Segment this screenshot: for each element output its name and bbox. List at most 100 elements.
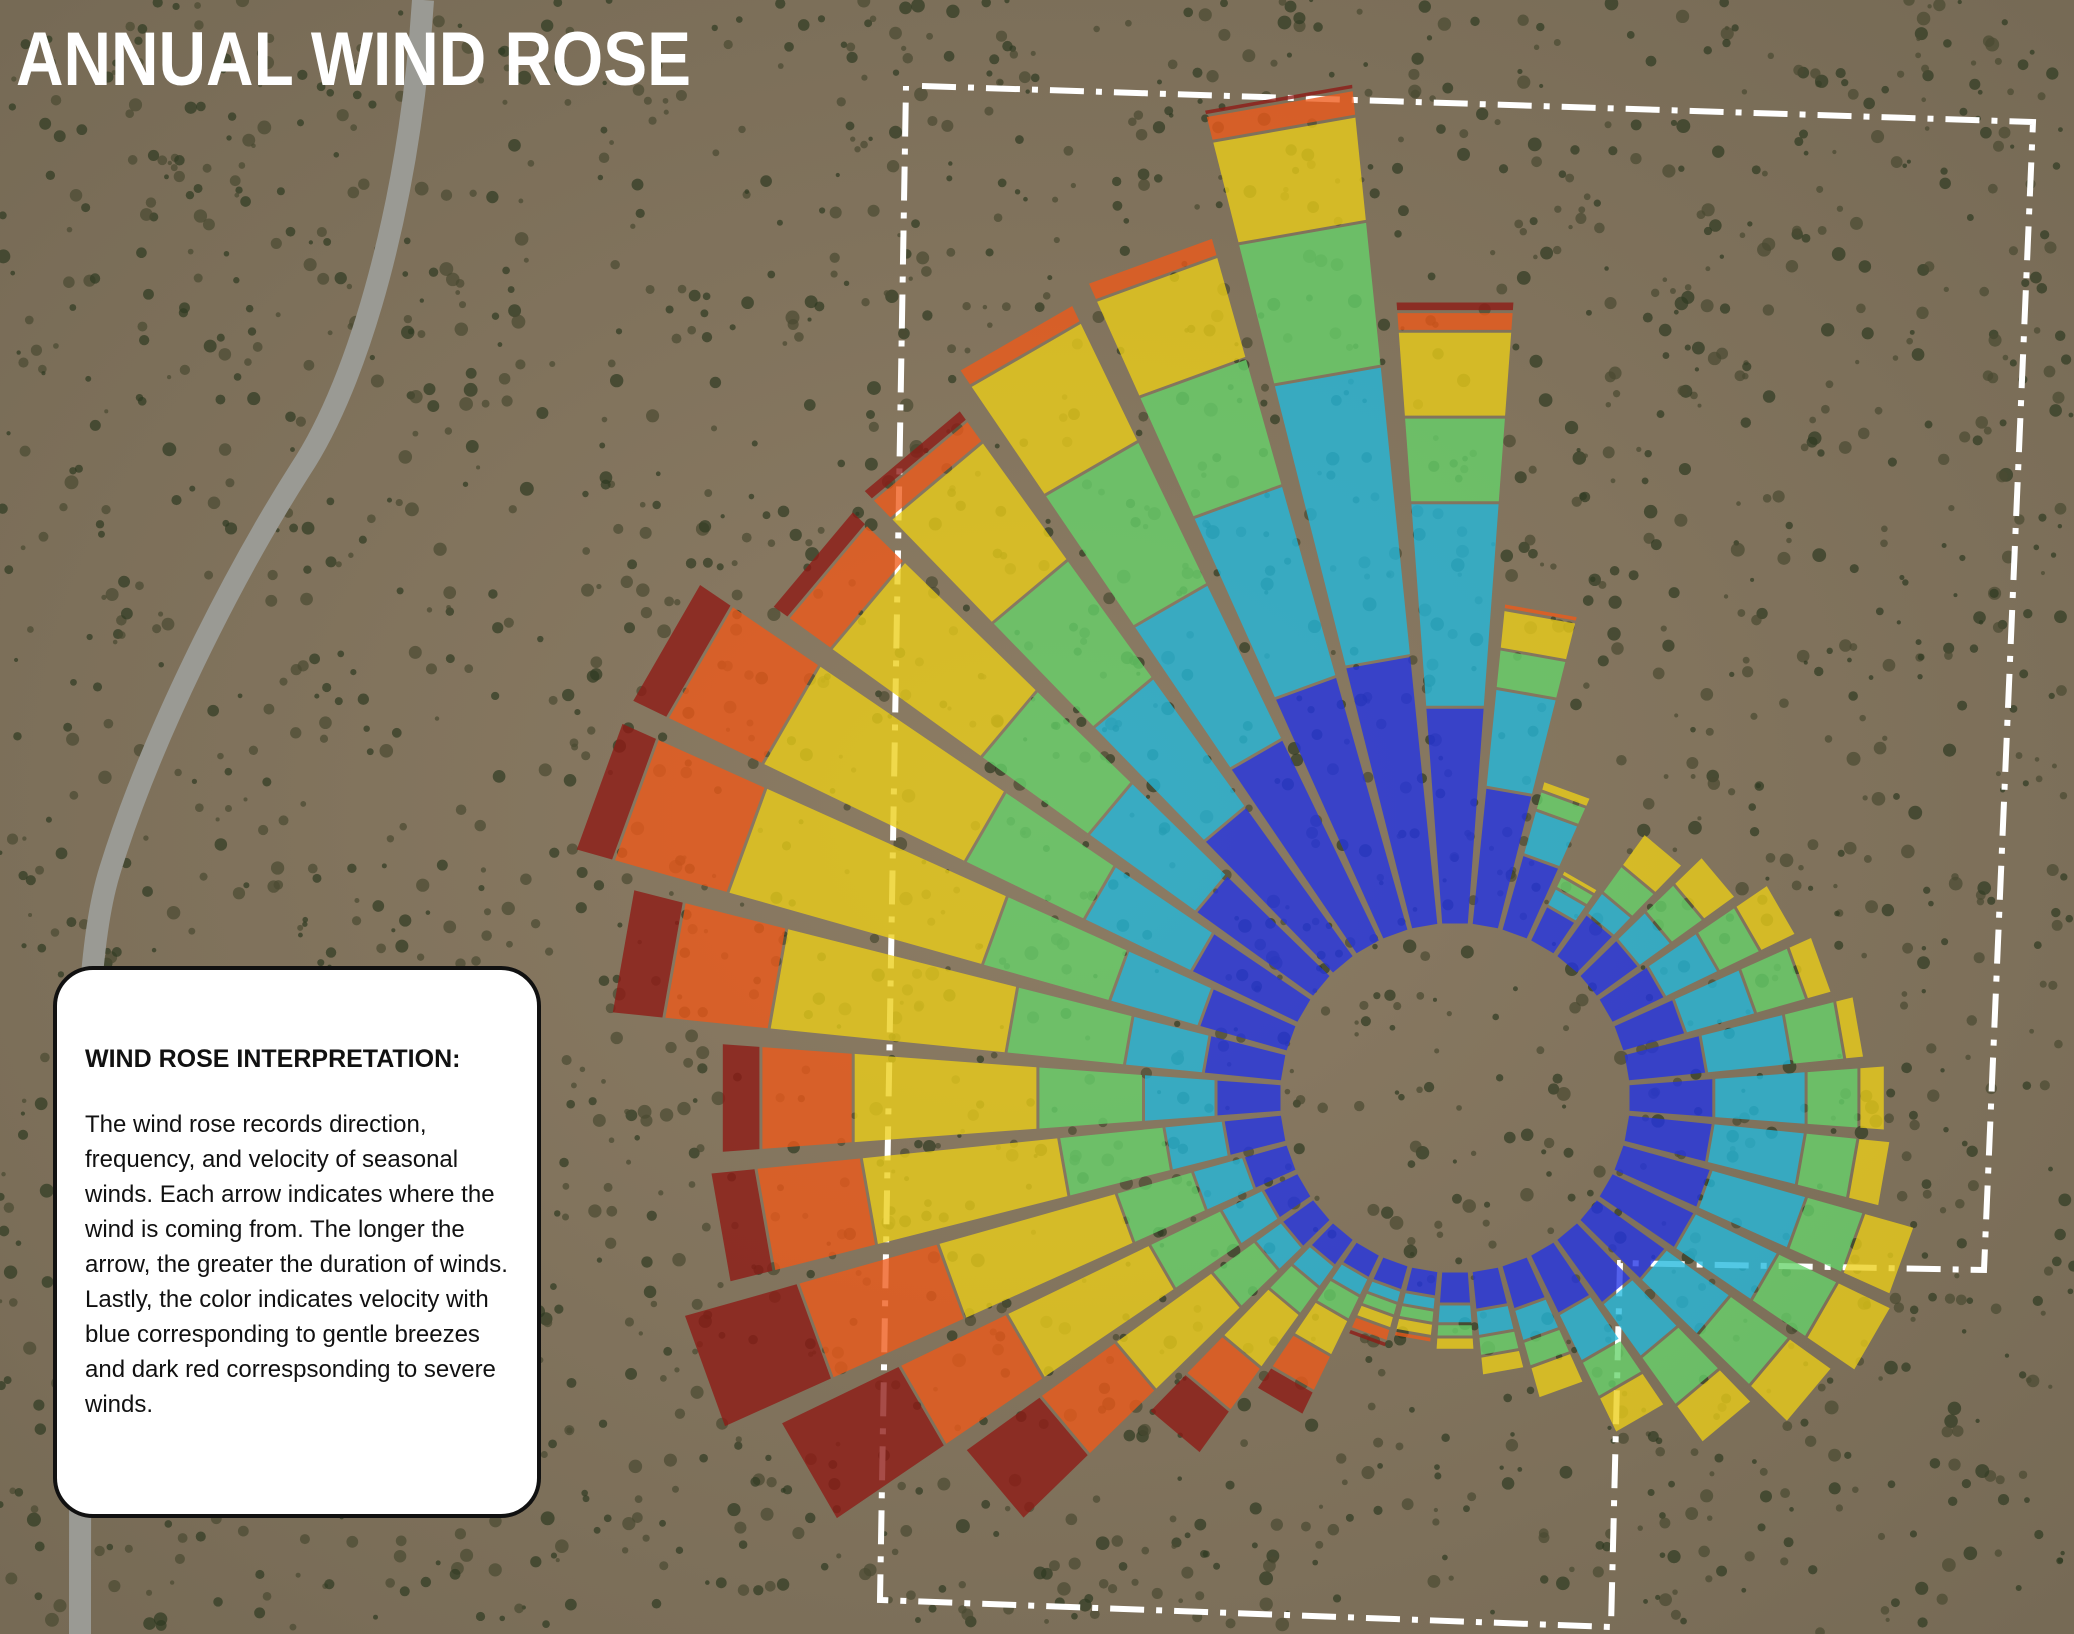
shrub — [786, 311, 800, 325]
shrub — [892, 1549, 899, 1556]
shrub — [488, 589, 497, 598]
shrub — [1099, 1579, 1109, 1589]
shrub — [601, 1079, 606, 1084]
shrub — [605, 1238, 616, 1249]
shrub — [1890, 1293, 1901, 1304]
shrub — [1630, 153, 1641, 164]
shrub — [309, 653, 320, 664]
shrub — [7, 834, 18, 845]
shrub — [914, 1140, 923, 1149]
shrub — [1825, 1401, 1839, 1415]
shrub — [1428, 273, 1436, 281]
wind-segment — [1411, 504, 1498, 706]
shrub — [599, 443, 605, 449]
shrub — [555, 1539, 569, 1553]
shrub — [195, 803, 204, 812]
shrub — [941, 120, 953, 132]
shrub — [1541, 1149, 1546, 1154]
shrub — [392, 728, 402, 738]
shrub — [1910, 1530, 1917, 1537]
shrub — [944, 51, 955, 62]
shrub — [2069, 413, 2074, 418]
shrub — [658, 1190, 663, 1195]
shrub — [2033, 1296, 2043, 1306]
shrub — [939, 1585, 947, 1593]
shrub — [1566, 1340, 1571, 1345]
shrub — [1476, 108, 1488, 120]
shrub — [1112, 1535, 1124, 1547]
shrub — [1301, 1522, 1311, 1532]
shrub — [1069, 1558, 1081, 1570]
shrub — [446, 605, 451, 610]
shrub — [948, 375, 956, 383]
shrub — [2049, 693, 2055, 699]
shrub — [594, 1527, 601, 1534]
shrub — [1643, 798, 1655, 810]
shrub — [1333, 1594, 1341, 1602]
shrub — [530, 1556, 541, 1567]
shrub — [567, 843, 578, 854]
shrub — [152, 948, 156, 952]
shrub — [549, 361, 555, 367]
shrub — [1948, 1458, 1960, 1470]
shrub — [1876, 607, 1884, 615]
shrub — [1361, 1466, 1374, 1479]
shrub — [1852, 1486, 1859, 1493]
shrub — [989, 54, 999, 64]
shrub — [602, 417, 608, 423]
shrub — [1359, 1001, 1368, 1010]
shrub — [571, 743, 578, 750]
shrub — [502, 902, 515, 915]
shrub — [697, 1063, 707, 1073]
shrub — [2049, 404, 2062, 417]
shrub — [2000, 419, 2007, 426]
shrub — [861, 75, 867, 81]
shrub — [423, 383, 435, 395]
shrub — [76, 124, 87, 135]
shrub — [1937, 1594, 1948, 1605]
shrub — [118, 631, 126, 639]
shrub — [112, 947, 122, 957]
shrub — [1610, 566, 1620, 576]
shrub — [1378, 319, 1390, 331]
shrub — [899, 330, 907, 338]
shrub — [588, 1204, 601, 1217]
shrub — [1459, 129, 1468, 138]
shrub — [1565, 421, 1578, 434]
shrub — [1562, 1104, 1566, 1108]
shrub — [1695, 367, 1699, 371]
shrub — [562, 689, 574, 701]
shrub — [760, 175, 772, 187]
shrub — [1019, 71, 1031, 83]
shrub — [87, 634, 93, 640]
shrub — [203, 164, 212, 173]
shrub — [1112, 201, 1122, 211]
shrub — [636, 209, 645, 218]
shrub — [1998, 1494, 2009, 1505]
shrub — [1975, 1464, 1989, 1478]
shrub — [367, 748, 374, 755]
shrub — [1470, 17, 1479, 26]
shrub — [784, 42, 794, 52]
shrub — [640, 502, 646, 508]
shrub — [1570, 145, 1579, 154]
shrub — [1910, 330, 1915, 335]
shrub — [946, 175, 952, 181]
shrub — [582, 547, 590, 555]
shrub — [866, 410, 875, 419]
shrub — [2054, 1229, 2065, 1240]
shrub — [296, 417, 306, 427]
shrub — [2058, 524, 2062, 528]
shrub — [1888, 1480, 1896, 1488]
shrub — [63, 276, 75, 288]
shrub — [1902, 163, 1907, 168]
shrub — [915, 1617, 921, 1623]
shrub — [1390, 1216, 1404, 1230]
shrub — [297, 925, 303, 931]
shrub — [380, 744, 394, 758]
shrub — [664, 1454, 677, 1467]
shrub — [766, 1477, 776, 1487]
shrub — [700, 309, 708, 317]
shrub — [178, 1533, 188, 1543]
shrub — [2052, 392, 2064, 404]
